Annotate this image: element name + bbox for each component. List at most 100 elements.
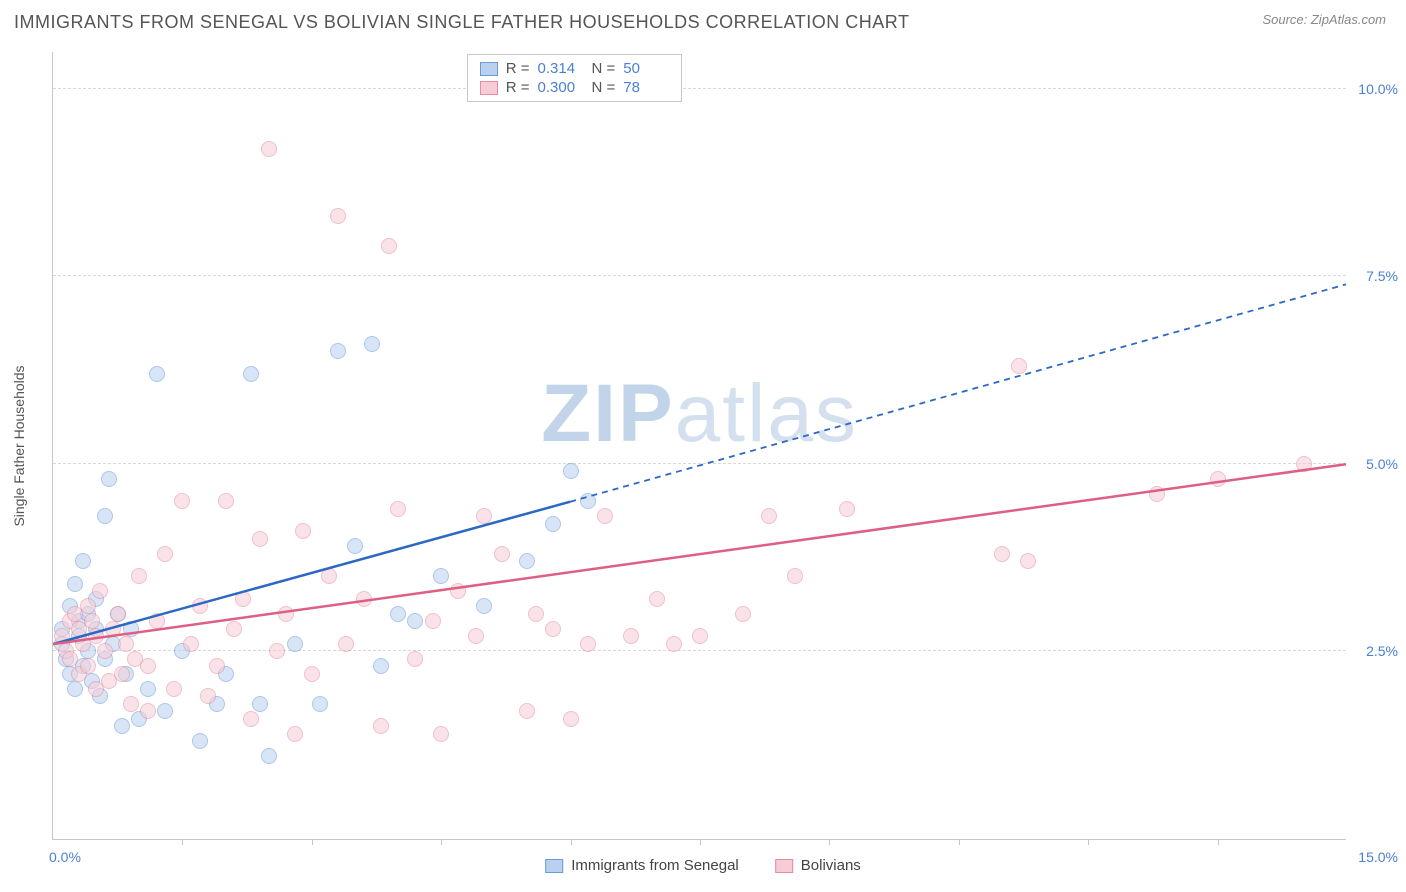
scatter-point-senegal [390,606,406,622]
x-axis-min-label: 0.0% [49,849,81,865]
scatter-point-bolivians [1020,553,1036,569]
scatter-point-bolivians [528,606,544,622]
scatter-point-bolivians [278,606,294,622]
scatter-point-bolivians [105,621,121,637]
scatter-point-bolivians [433,726,449,742]
scatter-point-bolivians [425,613,441,629]
y-tick-label: 5.0% [1366,456,1398,472]
scatter-point-bolivians [209,658,225,674]
x-tick [1088,839,1089,845]
scatter-point-bolivians [761,508,777,524]
scatter-point-senegal [330,343,346,359]
gridline [53,463,1346,464]
scatter-point-senegal [123,621,139,637]
scatter-point-senegal [243,366,259,382]
scatter-point-bolivians [140,658,156,674]
stat-r-label: R = [506,79,530,96]
x-tick [1218,839,1219,845]
scatter-point-bolivians [252,531,268,547]
scatter-point-bolivians [839,501,855,517]
scatter-point-bolivians [200,688,216,704]
scatter-point-bolivians [373,718,389,734]
source-label: Source: ZipAtlas.com [1262,12,1386,27]
scatter-point-bolivians [623,628,639,644]
chart-header: IMMIGRANTS FROM SENEGAL VS BOLIVIAN SING… [0,0,1406,37]
scatter-point-bolivians [166,681,182,697]
stat-r-label: R = [506,60,530,77]
gridline [53,88,1346,89]
scatter-point-bolivians [597,508,613,524]
legend-swatch-bolivians [775,859,793,873]
scatter-point-bolivians [140,703,156,719]
stat-n-label: N = [592,60,616,77]
scatter-point-senegal [580,493,596,509]
scatter-point-bolivians [174,493,190,509]
watermark: ZIPatlas [541,367,858,461]
stat-n-label: N = [592,79,616,96]
scatter-point-bolivians [407,651,423,667]
legend-label-senegal: Immigrants from Senegal [571,857,739,874]
scatter-point-bolivians [787,568,803,584]
scatter-point-bolivians [338,636,354,652]
scatter-point-senegal [67,576,83,592]
scatter-point-bolivians [80,658,96,674]
scatter-point-senegal [101,471,117,487]
y-tick-label: 7.5% [1366,268,1398,284]
legend-label-bolivians: Bolivians [801,857,861,874]
scatter-point-bolivians [381,238,397,254]
scatter-point-senegal [433,568,449,584]
scatter-point-bolivians [92,583,108,599]
x-tick [829,839,830,845]
scatter-point-senegal [287,636,303,652]
scatter-point-bolivians [118,636,134,652]
scatter-point-bolivians [149,613,165,629]
scatter-point-bolivians [243,711,259,727]
scatter-point-senegal [157,703,173,719]
scatter-point-bolivians [580,636,596,652]
scatter-point-bolivians [62,651,78,667]
stat-n-value-senegal: 50 [623,60,669,77]
bottom-legend: Immigrants from Senegal Bolivians [545,857,861,874]
x-tick [312,839,313,845]
scatter-point-senegal [563,463,579,479]
stat-r-value-bolivians: 0.300 [538,79,584,96]
x-tick [441,839,442,845]
stat-n-value-bolivians: 78 [623,79,669,96]
scatter-point-senegal [252,696,268,712]
scatter-point-senegal [519,553,535,569]
scatter-point-bolivians [235,591,251,607]
scatter-point-bolivians [330,208,346,224]
legend-stats-row-senegal: R =0.314N =50 [480,59,670,78]
scatter-point-senegal [149,366,165,382]
scatter-point-bolivians [192,598,208,614]
x-tick [959,839,960,845]
legend-item-bolivians: Bolivians [775,857,861,874]
scatter-point-bolivians [114,666,130,682]
scatter-point-bolivians [545,621,561,637]
scatter-point-bolivians [356,591,372,607]
scatter-point-bolivians [735,606,751,622]
chart-title: IMMIGRANTS FROM SENEGAL VS BOLIVIAN SING… [14,12,909,33]
scatter-point-bolivians [321,568,337,584]
legend-swatch-senegal [480,62,498,76]
scatter-point-bolivians [54,628,70,644]
scatter-point-senegal [261,748,277,764]
gridline [53,275,1346,276]
chart-plot-area: ZIPatlas 2.5%5.0%7.5%10.0% Single Father… [52,52,1346,840]
scatter-point-bolivians [563,711,579,727]
scatter-point-bolivians [157,546,173,562]
x-tick [571,839,572,845]
legend-swatch-senegal [545,859,563,873]
scatter-point-bolivians [494,546,510,562]
y-tick-label: 2.5% [1366,643,1398,659]
scatter-point-senegal [407,613,423,629]
scatter-point-senegal [140,681,156,697]
scatter-point-bolivians [1011,358,1027,374]
x-tick [700,839,701,845]
scatter-point-bolivians [692,628,708,644]
scatter-point-bolivians [994,546,1010,562]
scatter-point-bolivians [1149,486,1165,502]
scatter-point-senegal [476,598,492,614]
scatter-point-bolivians [666,636,682,652]
scatter-point-senegal [114,718,130,734]
